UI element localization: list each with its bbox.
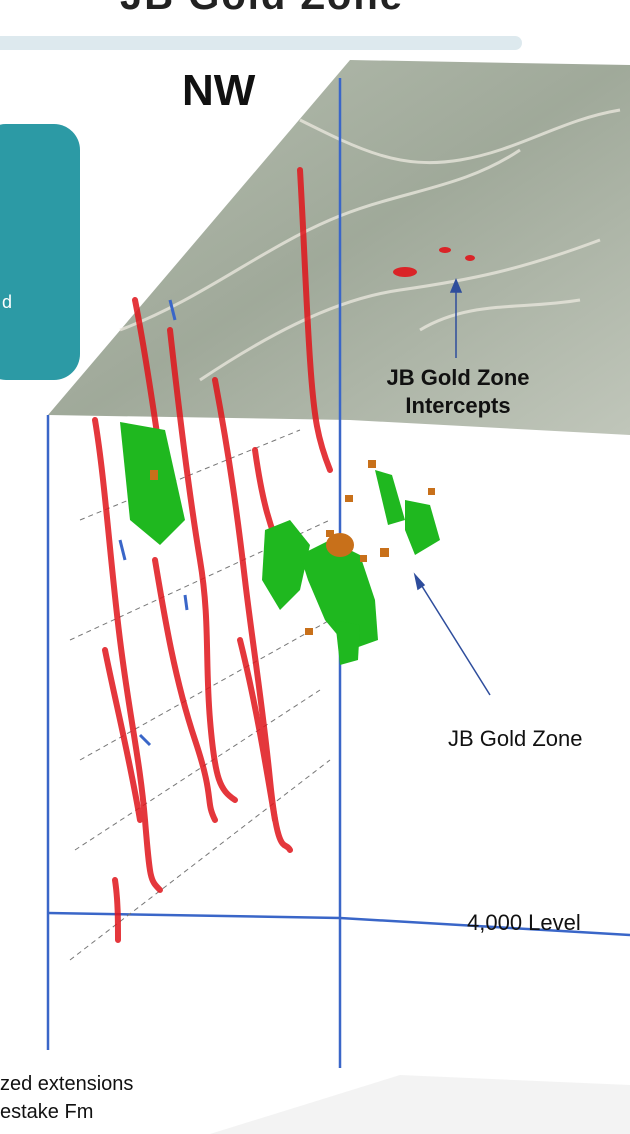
page-title: JB Gold Zone bbox=[0, 0, 630, 22]
level-label: 4,000 Level bbox=[467, 910, 581, 935]
floor-shading bbox=[210, 1075, 630, 1134]
direction-label: NW bbox=[182, 66, 256, 115]
gold-zone-callout: JB Gold Zone bbox=[448, 726, 583, 751]
intercepts-callout-line1: JB Gold Zone bbox=[386, 365, 530, 390]
bottom-caption: zed extensions estake Fm bbox=[0, 1070, 140, 1126]
gold-zone-shapes bbox=[120, 422, 440, 665]
page-title-text: JB Gold Zone bbox=[120, 0, 404, 19]
blue-traces bbox=[118, 299, 189, 747]
bottom-caption-line1: zed extensions bbox=[0, 1073, 134, 1095]
terrain-roads bbox=[119, 108, 621, 382]
info-panel: d bbox=[0, 124, 80, 380]
intercepts-callout: JB Gold Zone Intercepts bbox=[378, 364, 538, 420]
orange-intercepts bbox=[150, 460, 435, 635]
intercepts-callout-line2: Intercepts bbox=[405, 393, 511, 418]
surface-intercepts bbox=[393, 247, 475, 277]
vein-traces bbox=[92, 167, 333, 943]
info-panel-text: d bbox=[2, 292, 13, 312]
callout-arrows bbox=[413, 278, 491, 696]
header-bar bbox=[0, 36, 522, 50]
bottom-caption-line2: estake Fm bbox=[0, 1101, 94, 1123]
